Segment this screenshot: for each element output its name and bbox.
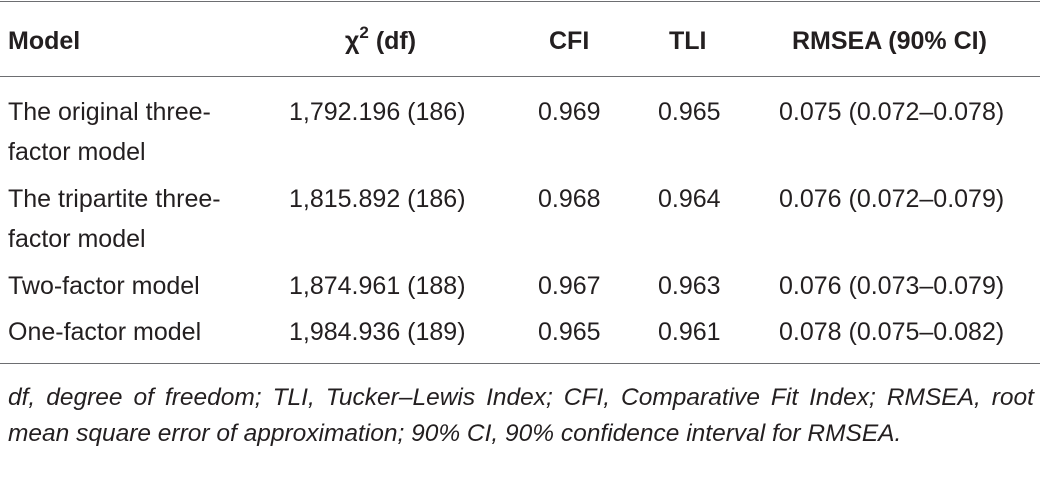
table-header-row: Model χ2 (df) CFI TLI RMSEA (90% CI) bbox=[0, 2, 1040, 76]
cell-tli: 0.964 bbox=[658, 185, 721, 213]
cell-chi-square: 1,874.961 (188) bbox=[289, 272, 466, 300]
header-chi-df: (df) bbox=[368, 27, 417, 55]
header-chi-superscript: 2 bbox=[359, 23, 369, 42]
header-tli: TLI bbox=[669, 27, 707, 55]
cell-cfi: 0.969 bbox=[538, 98, 601, 126]
cell-chi-square: 1,792.196 (186) bbox=[289, 98, 466, 126]
cell-tli: 0.961 bbox=[658, 318, 721, 346]
cell-rmsea: 0.078 (0.075–0.082) bbox=[779, 318, 1005, 346]
cell-tli: 0.963 bbox=[658, 272, 721, 300]
cell-model: The original three-factor model bbox=[8, 98, 211, 166]
table-header-rule bbox=[0, 76, 1040, 77]
cell-tli: 0.965 bbox=[658, 98, 721, 126]
header-chi-square: χ2 (df) bbox=[345, 23, 417, 56]
cell-cfi: 0.967 bbox=[538, 272, 601, 300]
header-cfi: CFI bbox=[549, 27, 590, 55]
header-rmsea: RMSEA (90% CI) bbox=[792, 27, 987, 55]
cell-rmsea: 0.076 (0.072–0.079) bbox=[779, 185, 1005, 213]
cell-model: Two-factor model bbox=[8, 272, 200, 300]
cell-cfi: 0.965 bbox=[538, 318, 601, 346]
header-chi-symbol: χ bbox=[345, 27, 360, 55]
cell-model: The tripartite three-factor model bbox=[8, 185, 221, 253]
cell-model: One-factor model bbox=[8, 318, 202, 346]
cell-rmsea: 0.076 (0.073–0.079) bbox=[779, 272, 1005, 300]
table-top-rule bbox=[0, 1, 1040, 2]
cell-chi-square: 1,984.936 (189) bbox=[289, 318, 466, 346]
cell-chi-square: 1,815.892 (186) bbox=[289, 185, 466, 213]
cell-rmsea: 0.075 (0.072–0.078) bbox=[779, 98, 1005, 126]
cell-cfi: 0.968 bbox=[538, 185, 601, 213]
table-bottom-rule bbox=[0, 363, 1040, 364]
table-footnote: df, degree of freedom; TLI, Tucker–Lewis… bbox=[8, 384, 1034, 447]
header-model: Model bbox=[8, 27, 81, 55]
